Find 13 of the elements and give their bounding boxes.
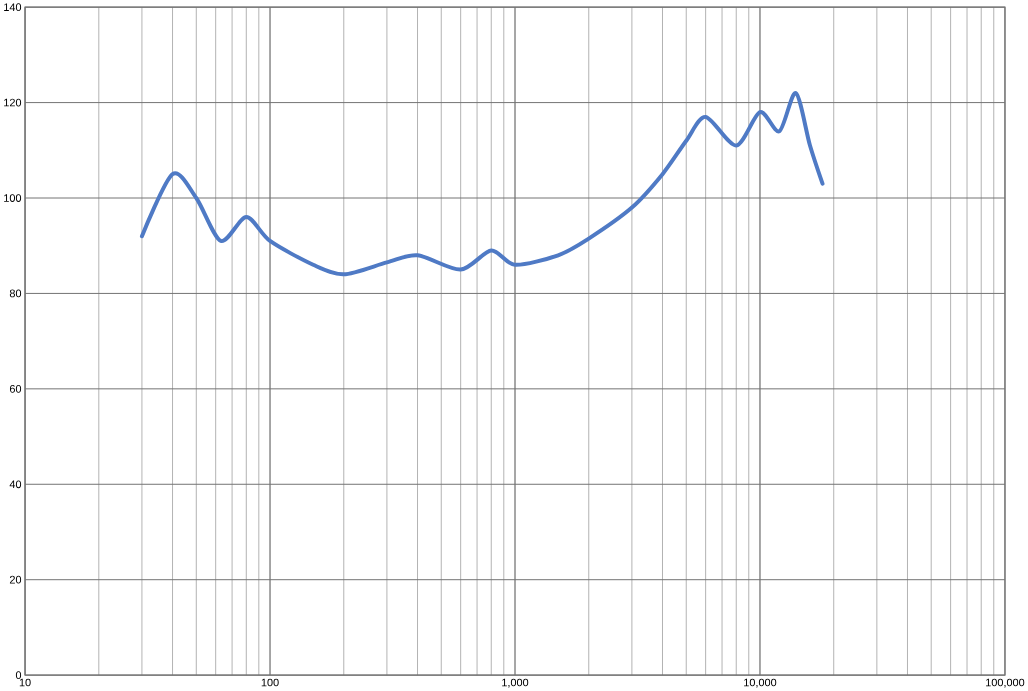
y-tick-label: 40	[9, 480, 22, 489]
y-tick-label: 60	[9, 385, 22, 393]
x-tick-label: 10,000	[744, 678, 777, 688]
x-tick-label: 100	[261, 678, 279, 687]
y-tick-label: 80	[9, 289, 22, 298]
x-tick-label: 10	[19, 678, 31, 687]
y-tick-label: 100	[4, 194, 22, 202]
y-tick-label: 140	[4, 3, 22, 12]
x-tick-label: 100,000	[986, 678, 1025, 688]
y-tick-label: 20	[9, 575, 22, 584]
x-tick-label: 1,000	[502, 678, 529, 688]
y-tick-label: 120	[4, 98, 22, 107]
y-tick-label: 0	[15, 671, 22, 679]
